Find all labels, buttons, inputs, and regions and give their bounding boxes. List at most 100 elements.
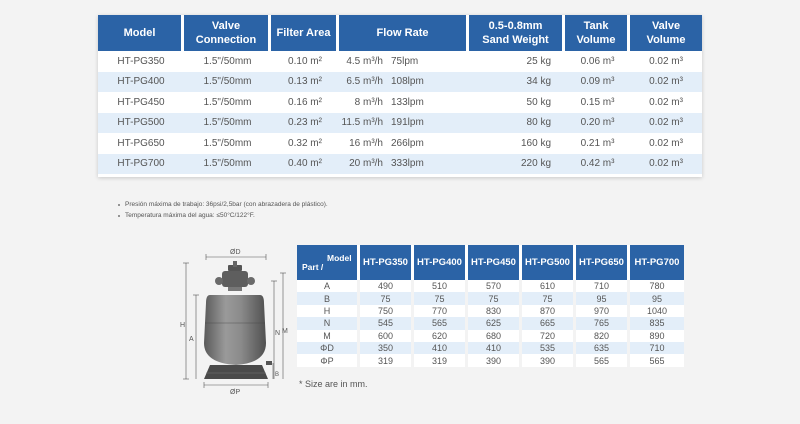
spec-valve-volume: 0.02 m³	[630, 153, 703, 174]
spec-tank-volume: 0.15 m³	[580, 96, 615, 108]
dims-part-label: M	[297, 329, 360, 342]
dims-header-model: HT-PG450	[468, 245, 522, 280]
dims-value: 390	[522, 354, 576, 367]
dims-value: 625	[468, 317, 522, 330]
dims-part-label: B	[297, 292, 360, 305]
spec-model: HT-PG350	[117, 55, 165, 67]
spec-valve-connection: 1.5"/50mm	[203, 137, 252, 149]
spec-flow-m3h: 20 m³/h	[339, 153, 387, 174]
header-valve-volume: Valve Volume	[630, 15, 703, 51]
spec-flow-m3h: 4.5 m³/h	[346, 55, 383, 67]
spec-filter-area: 0.32 m²	[288, 137, 322, 149]
dims-value: 319	[360, 354, 414, 367]
dims-row: ΦP 319 319 390 390 565 565	[297, 354, 684, 367]
header-part-model: Part / Model	[297, 245, 360, 280]
dims-header-model: HT-PG350	[360, 245, 414, 280]
spec-flow-m3h: 11.5 m³/h	[339, 112, 387, 133]
dims-value: 350	[360, 341, 414, 355]
corner-model: Model	[327, 253, 352, 263]
dims-value: 680	[468, 329, 522, 342]
dims-row: A 490 510 570 610 710 780	[297, 280, 684, 293]
spec-row: HT-PG500 1.5"/50mm 0.23 m² 11.5 m³/h 191lpm 8…	[98, 112, 703, 133]
spec-flow-lpm: 191lpm	[387, 112, 470, 133]
spec-valve-connection: 1.5"/50mm	[184, 71, 271, 92]
dimension-header-row: Part / Model HT-PG350 HT-PG400 HT-PG450 HT-…	[297, 245, 684, 280]
dims-value: 820	[576, 329, 630, 342]
spec-valve-connection: 1.5"/50mm	[203, 96, 252, 108]
dims-value: 830	[468, 304, 522, 318]
dims-row: ΦD 350 410 410 535 635 710	[297, 341, 684, 355]
label-n: N	[275, 330, 280, 337]
dims-value: 75	[360, 292, 414, 305]
base-icon	[204, 365, 268, 379]
valve-handle-icon	[228, 265, 242, 271]
spec-valve-connection: 1.5"/50mm	[203, 55, 252, 67]
dims-value: 545	[360, 317, 414, 330]
dims-value: 870	[522, 304, 576, 318]
spec-valve-connection: 1.5"/50mm	[184, 112, 271, 133]
dims-value: 710	[576, 280, 630, 293]
spec-flow-lpm: 333lpm	[387, 153, 470, 174]
spec-model: HT-PG650	[117, 137, 165, 149]
spec-flow-lpm: 266lpm	[391, 137, 424, 149]
dims-header-model: HT-PG400	[414, 245, 468, 280]
spec-valve-connection: 1.5"/50mm	[184, 153, 271, 174]
spec-valve-volume: 0.02 m³	[649, 96, 683, 108]
spec-valve-volume: 0.02 m³	[649, 55, 683, 67]
size-footnote: * Size are in mm.	[299, 379, 368, 389]
dims-value: 635	[576, 341, 630, 355]
filter-diagram: ØD ØP H A N M	[176, 243, 291, 396]
spec-model: HT-PG500	[98, 112, 184, 133]
spec-tank-volume: 0.06 m³	[580, 55, 615, 67]
spec-sand-weight: 160 kg	[520, 137, 552, 149]
spec-flow-lpm: 75lpm	[391, 55, 419, 67]
dims-part-label: H	[297, 304, 360, 318]
dims-value: 765	[576, 317, 630, 330]
dims-header-model: HT-PG700	[630, 245, 684, 280]
spec-valve-volume: 0.02 m³	[649, 137, 683, 149]
dims-value: 835	[630, 317, 684, 330]
dims-value: 1040	[630, 304, 684, 318]
note-pressure: Presión máxima de trabajo: 36psi/2,5bar …	[118, 199, 328, 210]
spec-tank-volume: 0.09 m³	[565, 71, 631, 92]
label-od: ØD	[230, 249, 241, 256]
spec-flow-m3h: 16 m³/h	[349, 137, 383, 149]
notes: Presión máxima de trabajo: 36psi/2,5bar …	[118, 199, 328, 221]
spec-flow-lpm: 108lpm	[387, 71, 470, 92]
spec-filter-area: 0.13 m²	[271, 71, 339, 92]
dims-value: 565	[414, 317, 468, 330]
header-tank-volume: Tank Volume	[565, 15, 631, 51]
dims-value: 565	[576, 354, 630, 367]
label-h: H	[180, 322, 185, 329]
spec-model: HT-PG450	[117, 96, 165, 108]
dims-value: 620	[414, 329, 468, 342]
dims-part-label: N	[297, 317, 360, 330]
label-b: B	[275, 372, 279, 378]
tank-icon	[204, 295, 266, 365]
spec-row: HT-PG650 1.5"/50mm 0.32 m² 16 m³/h 266lpm 160…	[98, 133, 702, 154]
spec-row: HT-PG700 1.5"/50mm 0.40 m² 20 m³/h 333lpm 220…	[98, 153, 703, 174]
spec-valve-volume: 0.02 m³	[630, 112, 703, 133]
spec-sand-weight: 50 kg	[526, 96, 552, 108]
dimension-table-card: Part / Model HT-PG350 HT-PG400 HT-PG450 HT-…	[297, 245, 684, 367]
spec-row: HT-PG350 1.5"/50mm 0.10 m² 4.5 m³/h 75lpm 25 …	[98, 51, 702, 72]
dims-value: 490	[360, 280, 414, 293]
spec-valve-volume: 0.02 m³	[630, 71, 703, 92]
spec-row: HT-PG450 1.5"/50mm 0.16 m² 8 m³/h 133lpm 50 k…	[98, 92, 702, 113]
dims-value: 710	[630, 341, 684, 355]
dims-value: 390	[468, 354, 522, 367]
dims-value: 410	[414, 341, 468, 355]
dims-value: 610	[522, 280, 576, 293]
dims-value: 535	[522, 341, 576, 355]
spec-model: HT-PG400	[98, 71, 184, 92]
spec-filter-area: 0.40 m²	[271, 153, 339, 174]
dims-row: H 750 770 830 870 970 1040	[297, 304, 684, 318]
spec-tank-volume: 0.42 m³	[565, 153, 631, 174]
header-model: Model	[98, 15, 184, 51]
dims-row: M 600 620 680 720 820 890	[297, 329, 684, 342]
spec-flow-m3h: 8 m³/h	[354, 96, 383, 108]
spec-header-row: Model Valve Connection Filter Area Flow …	[98, 15, 703, 51]
dims-value: 970	[576, 304, 630, 318]
spec-sand-weight: 25 kg	[526, 55, 552, 67]
dims-value: 750	[360, 304, 414, 318]
